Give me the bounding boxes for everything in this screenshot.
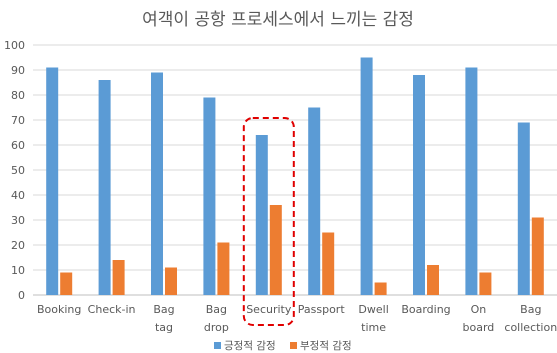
y-tick-label: 80 <box>11 89 25 102</box>
x-tick-label: tag <box>155 321 173 334</box>
x-tick-label: Dwell <box>358 303 388 316</box>
bar-negative <box>112 260 125 295</box>
bar-negative <box>374 282 387 295</box>
y-axis: 0 10 20 30 40 50 60 70 80 90 100 <box>4 39 25 302</box>
y-tick-label: 30 <box>11 214 25 227</box>
bar-positive <box>413 75 425 295</box>
x-tick-label: Bag <box>153 303 174 316</box>
bar-positive <box>517 122 530 295</box>
x-tick-label: collection <box>504 321 557 334</box>
x-tick-label: time <box>361 321 386 334</box>
y-tick-label: 90 <box>11 64 25 77</box>
bar-positive <box>360 57 373 295</box>
highlight-box <box>242 117 295 326</box>
chart-title: 여객이 공항 프로세스에서 느끼는 감정 <box>142 10 414 30</box>
x-tick-label: board <box>463 321 495 334</box>
x-tick-label: Booking <box>37 303 81 316</box>
annotation <box>242 117 295 326</box>
bars <box>46 57 544 295</box>
y-tick-label: 10 <box>11 264 25 277</box>
legend-label: 긍정적 감정 <box>224 340 276 352</box>
bar-negative <box>531 217 544 295</box>
x-tick-label: Passport <box>298 303 346 316</box>
x-tick-label: Bag <box>520 303 541 316</box>
bar-negative <box>217 242 230 295</box>
bar-positive <box>151 72 163 295</box>
x-tick-label: Boarding <box>401 303 450 316</box>
x-tick-label: Security <box>246 303 292 316</box>
x-tick-label: Check-in <box>88 303 136 316</box>
y-tick-label: 40 <box>11 189 25 202</box>
bar-negative <box>269 205 282 295</box>
x-tick-label: drop <box>204 321 229 334</box>
bar-positive <box>255 135 268 295</box>
y-tick-label: 100 <box>4 39 25 52</box>
x-axis: Booking Check-in Bag tag Bag drop Security Pass… <box>37 303 557 334</box>
bar-negative <box>165 267 177 295</box>
bar-negative <box>479 272 492 295</box>
bar-positive <box>98 80 111 295</box>
legend-swatch <box>214 342 221 349</box>
bar-negative <box>322 232 335 295</box>
legend-label: 부정적 감정 <box>300 340 352 352</box>
y-tick-label: 70 <box>11 114 25 127</box>
x-tick-label: On <box>471 303 487 316</box>
bar-negative <box>60 272 73 295</box>
gridlines <box>33 44 557 296</box>
x-tick-label: Bag <box>206 303 227 316</box>
bar-positive <box>46 67 59 295</box>
bar-negative <box>427 265 439 295</box>
legend: 긍정적 감정 부정적 감정 <box>214 340 352 352</box>
y-tick-label: 60 <box>11 139 25 152</box>
legend-swatch <box>290 342 297 349</box>
bar-positive <box>465 67 478 295</box>
y-tick-label: 0 <box>18 289 25 302</box>
bar-positive <box>203 97 216 295</box>
y-tick-label: 20 <box>11 239 25 252</box>
y-tick-label: 50 <box>11 164 25 177</box>
bar-positive <box>308 107 321 295</box>
